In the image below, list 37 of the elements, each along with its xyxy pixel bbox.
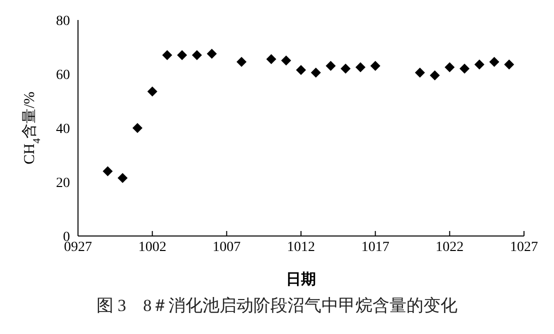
- x-tick-label: 0927: [64, 240, 92, 255]
- point: [504, 60, 514, 70]
- point: [266, 54, 276, 64]
- x-tick-label: 1027: [510, 240, 538, 255]
- point: [102, 166, 113, 176]
- point: [326, 60, 336, 71]
- point: [162, 50, 172, 60]
- point: [132, 123, 142, 133]
- x-tick-label: 1002: [138, 240, 166, 255]
- point: [118, 172, 128, 183]
- point: [474, 60, 484, 70]
- point: [414, 68, 425, 78]
- y-tick-label: 80: [56, 14, 70, 29]
- point: [147, 86, 158, 97]
- x-tick-label: 1007: [212, 240, 241, 255]
- point: [296, 64, 306, 75]
- point: [206, 48, 217, 59]
- point: [444, 62, 455, 72]
- point: [460, 64, 470, 74]
- y-tick-label: 20: [56, 176, 70, 191]
- x-tick-label: 1012: [287, 240, 315, 255]
- point: [489, 56, 500, 67]
- x-axis-title: 日期: [286, 271, 316, 288]
- point: [192, 50, 202, 60]
- point: [310, 68, 321, 78]
- x-tick-label: 1022: [436, 240, 464, 255]
- point: [355, 62, 366, 72]
- y-tick-label: 40: [56, 122, 70, 137]
- y-tick-label: 60: [56, 68, 70, 83]
- x-tick-label: 1017: [361, 240, 390, 255]
- point: [340, 64, 351, 74]
- point: [177, 50, 188, 60]
- point: [281, 56, 292, 66]
- caption: 图 3 8＃消化池启动阶段沼气中甲烷含量的变化: [95, 295, 459, 317]
- point: [370, 60, 380, 71]
- point: [236, 56, 247, 67]
- point: [430, 70, 440, 80]
